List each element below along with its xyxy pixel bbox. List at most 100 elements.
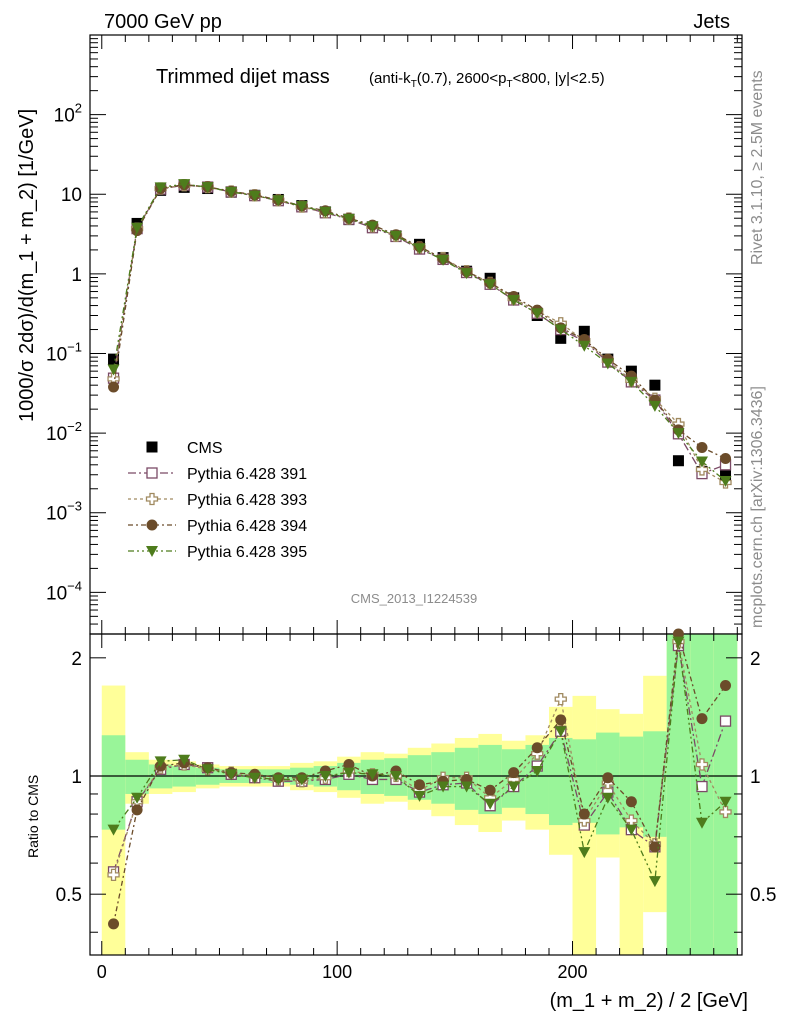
data-point	[625, 376, 638, 388]
analysis-watermark: CMS_2013_I1224539	[351, 591, 478, 606]
ratio-point	[578, 808, 590, 820]
series-1	[107, 179, 732, 480]
data-point	[720, 452, 732, 464]
data-point	[437, 254, 450, 266]
mcplots-label: mcplots.cern.ch [arXiv:1306.3436]	[749, 386, 766, 628]
data-point	[248, 190, 261, 202]
legend-marker	[145, 492, 159, 506]
ratio-point	[343, 758, 355, 770]
band-inner	[101, 735, 126, 830]
ratio-point	[625, 796, 637, 808]
data-point	[484, 279, 497, 291]
ratio-point	[719, 715, 732, 727]
ratio-point	[131, 804, 143, 816]
data-point	[507, 294, 520, 306]
title-main: Trimmed dijet mass	[156, 66, 330, 88]
ratio-point	[554, 692, 567, 706]
ratio-point	[719, 796, 732, 808]
data-point	[131, 222, 144, 234]
y-tick-label: 10	[61, 185, 82, 206]
data-point	[695, 463, 709, 476]
data-point	[319, 206, 332, 218]
main-plot: 10−4 10−3 10−2 10−1 1 10 102	[46, 34, 743, 635]
series-line	[112, 184, 726, 484]
data-point	[578, 340, 591, 352]
data-point	[578, 325, 590, 337]
legend-item-4: Pythia 6.428 395	[128, 544, 307, 561]
ratio-line	[112, 633, 727, 925]
y-tick-label: 10−1	[46, 339, 82, 365]
legend-item-0: CMS	[146, 440, 223, 457]
ratio-point	[695, 758, 709, 771]
legend-label: Pythia 6.428 391	[187, 466, 307, 483]
band-inner	[125, 759, 149, 794]
legend-item-2: Pythia 6.428 393	[128, 492, 307, 509]
data-point	[460, 268, 473, 280]
ratio-tick-label: 0.5	[750, 885, 776, 906]
y-axis-label: 1000/σ 2dσ)/d(m_1 + m_2) [1/GeV]	[16, 109, 38, 422]
y-tick-label: 10−4	[46, 578, 82, 604]
ratio-point	[601, 792, 614, 804]
legend-label: CMS	[187, 440, 223, 457]
ratio-point	[555, 714, 567, 726]
data-point	[601, 358, 614, 370]
ratio-point	[602, 772, 614, 784]
series-line	[112, 184, 726, 475]
data-point	[342, 213, 355, 225]
ratio-plot: 0 100 200 0.5 0.5 1 1 2 2	[56, 628, 776, 982]
legend-item-3: Pythia 6.428 394	[128, 518, 307, 535]
x-axis-label: (m_1 + m_2) / 2 [GeV]	[550, 990, 748, 1012]
x-tick-label: 0	[97, 962, 107, 982]
ratio-point	[460, 781, 473, 793]
ratio-point	[366, 769, 379, 781]
data-point	[178, 179, 191, 191]
band-inner	[548, 737, 573, 826]
data-point	[225, 186, 238, 198]
data-point	[201, 182, 214, 194]
band-inner	[713, 634, 738, 955]
ratio-point	[437, 781, 450, 793]
ratio-point	[225, 769, 238, 781]
data-point	[389, 230, 402, 242]
data-point	[554, 324, 567, 336]
y-tick-label: 1	[71, 265, 82, 286]
ratio-point	[413, 790, 426, 802]
data-point	[272, 195, 285, 207]
data-point	[672, 455, 684, 467]
ratio-point	[107, 824, 120, 836]
ratio-point	[531, 765, 544, 777]
data-point	[295, 201, 308, 213]
data-point	[648, 400, 661, 412]
ratio-point	[414, 779, 426, 791]
legend-label: Pythia 6.428 393	[187, 492, 307, 509]
header-left: 7000 GeV pp	[104, 11, 222, 33]
legend-item-1: Pythia 6.428 391	[128, 466, 307, 483]
legend-label: Pythia 6.428 394	[187, 518, 307, 535]
ratio-point	[696, 780, 708, 793]
ratio-point	[648, 876, 661, 888]
ratio-tick-label: 2	[71, 649, 82, 670]
ratio-point	[625, 824, 638, 836]
ratio-point	[272, 774, 285, 786]
legend-marker	[146, 546, 158, 557]
data-point	[720, 470, 732, 482]
data-point	[108, 381, 120, 393]
series-4	[107, 179, 732, 488]
ratio-tick-label: 1	[71, 767, 82, 788]
ratio-frame	[89, 633, 743, 956]
title-sub: (anti-kT(0.7), 2600<pT<800, |y|<2.5)	[369, 70, 605, 90]
data-point	[413, 243, 426, 255]
legend-marker	[146, 441, 158, 453]
data-point	[108, 353, 120, 365]
ratio-point	[484, 784, 496, 796]
y-tick-label: 102	[54, 101, 82, 127]
ratio-point	[389, 771, 402, 783]
ratio-point	[178, 754, 191, 766]
band-inner	[619, 736, 644, 828]
ratio-point	[554, 726, 567, 738]
legend-marker	[146, 519, 158, 531]
ratio-point	[720, 680, 732, 692]
ratio-point	[108, 918, 120, 930]
ratio-y-axis-label: Ratio to CMS	[25, 775, 41, 858]
band-inner	[643, 731, 667, 837]
